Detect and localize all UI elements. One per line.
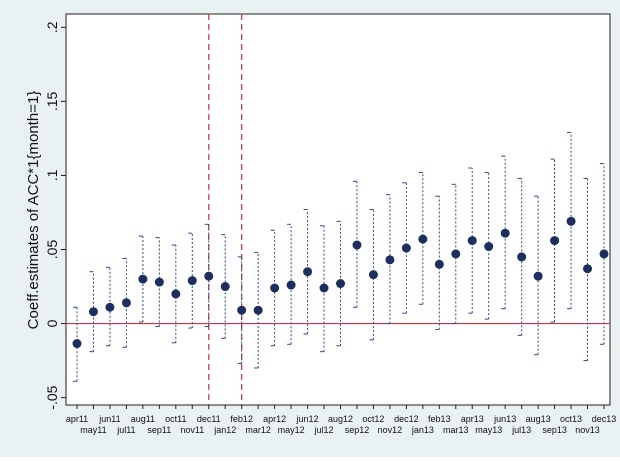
x-tick-label: dec12: [394, 414, 419, 424]
x-tick-label: may12: [278, 425, 305, 435]
y-tick-label: .1: [44, 169, 60, 181]
point: [154, 277, 164, 287]
point: [401, 243, 411, 253]
point: [88, 307, 98, 317]
point: [286, 280, 296, 290]
point: [418, 234, 428, 244]
x-tick-label: jul11: [116, 425, 135, 435]
x-tick-label: dec11: [197, 414, 221, 424]
x-tick-label: jan13: [411, 425, 434, 435]
x-tick-label: sep13: [542, 425, 567, 435]
y-tick-label: .05: [44, 240, 60, 260]
point: [467, 236, 477, 246]
x-tick-label: may11: [80, 425, 106, 435]
x-tick-label: feb13: [428, 414, 451, 424]
x-tick-label: aug12: [328, 414, 353, 424]
point: [533, 271, 543, 281]
point: [121, 298, 131, 308]
point: [204, 271, 214, 281]
x-tick-label: mar13: [443, 425, 469, 435]
x-tick-label: sep11: [147, 425, 171, 435]
y-tick-label: .2: [44, 21, 60, 33]
x-tick-label: nov12: [378, 425, 403, 435]
x-tick-label: aug13: [526, 414, 551, 424]
x-tick-label: sep12: [345, 425, 370, 435]
plot-area: [65, 13, 611, 406]
point: [336, 279, 345, 289]
x-tick-label: oct13: [560, 414, 582, 424]
x-tick-label: jul12: [314, 425, 334, 435]
x-tick-label: apr11: [66, 414, 88, 424]
point: [484, 242, 494, 252]
x-tick-label: jun11: [98, 414, 120, 424]
point: [187, 276, 197, 286]
point: [237, 305, 247, 315]
point: [385, 255, 395, 265]
point: [319, 283, 329, 293]
point: [451, 249, 461, 259]
x-tick-label: jun13: [493, 414, 516, 424]
x-tick-label: jul13: [511, 425, 531, 435]
point: [599, 249, 609, 259]
x-tick-label: oct11: [165, 414, 186, 424]
point: [550, 236, 560, 246]
point: [72, 339, 82, 349]
point: [434, 259, 444, 269]
point: [105, 302, 115, 312]
point: [270, 283, 280, 293]
y-axis-label: Coeff.estimates of ACC*1{month=1}: [25, 91, 42, 330]
x-tick-label: nov11: [180, 425, 204, 435]
y-tick-label: -.05: [44, 385, 60, 409]
point: [253, 305, 263, 315]
point: [566, 216, 576, 226]
point: [517, 252, 527, 262]
point: [138, 274, 148, 284]
x-tick-label: nov13: [575, 425, 600, 435]
x-tick-label: jun12: [296, 414, 319, 424]
y-tick-label: 0: [44, 319, 60, 327]
point: [352, 240, 362, 250]
point: [500, 228, 510, 238]
x-tick-label: jan12: [213, 425, 236, 435]
x-tick-label: feb12: [230, 414, 253, 424]
x-tick-label: may13: [475, 425, 502, 435]
point: [583, 264, 593, 274]
x-tick-label: dec13: [592, 414, 617, 424]
point: [171, 289, 181, 299]
point: [368, 270, 378, 280]
x-tick-label: apr13: [461, 414, 484, 424]
y-tick-label: .15: [44, 91, 60, 111]
x-tick-label: oct12: [362, 414, 384, 424]
point: [220, 282, 230, 292]
x-tick-label: apr12: [263, 414, 286, 424]
x-tick-label: mar12: [245, 425, 271, 435]
point: [303, 267, 313, 277]
x-tick-label: aug11: [131, 414, 155, 424]
